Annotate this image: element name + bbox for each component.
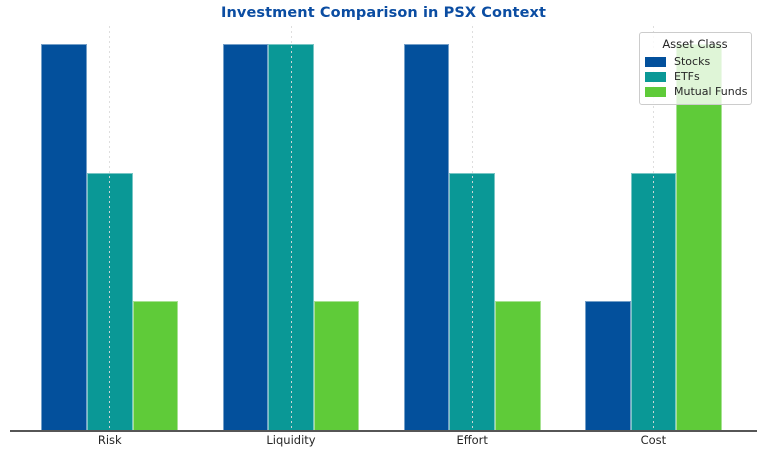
gridline-effort (471, 26, 473, 430)
mutual-funds-swatch-icon (645, 86, 666, 97)
gridline-liquidity (290, 26, 292, 430)
gridline-risk (109, 26, 111, 430)
x-tick-risk: Risk (97, 433, 122, 447)
legend-title: Asset Class (662, 37, 728, 51)
legend-item-etfs: ETFs (645, 69, 745, 84)
stocks-swatch-icon (645, 56, 666, 67)
bar-stocks-risk (41, 44, 87, 430)
x-axis-line (10, 430, 757, 432)
legend-label-etfs: ETFs (674, 70, 700, 83)
x-tick-liquidity: Liquidity (266, 433, 316, 447)
legend: Asset Class Stocks ETFs Mutual Funds (639, 32, 752, 105)
legend-label-mutual-funds: Mutual Funds (674, 85, 748, 98)
legend-item-mutual-funds: Mutual Funds (645, 84, 748, 99)
x-tick-cost: Cost (640, 433, 667, 447)
bar-stocks-effort (403, 44, 450, 430)
bar-mutual-funds-cost (676, 44, 722, 430)
bar-mutual-funds-liquidity (313, 301, 360, 430)
etfs-swatch-icon (645, 71, 666, 82)
bar-stocks-cost (585, 301, 631, 430)
gridline-cost (652, 26, 654, 430)
chart-title: Investment Comparison in PSX Context (221, 5, 546, 21)
legend-item-stocks: Stocks (645, 54, 745, 69)
bar-mutual-funds-risk (132, 301, 179, 430)
bar-stocks-liquidity (222, 44, 269, 430)
bar-mutual-funds-effort (495, 301, 541, 430)
legend-label-stocks: Stocks (674, 55, 711, 68)
x-tick-effort: Effort (456, 433, 488, 447)
